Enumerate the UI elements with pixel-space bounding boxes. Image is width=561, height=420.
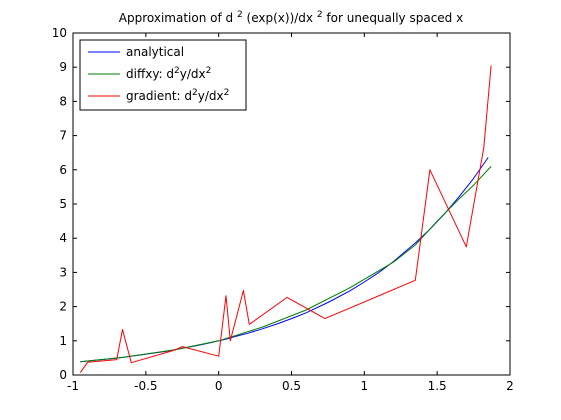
y-tick-label: 2: [59, 300, 67, 314]
y-tick-label: 1: [59, 334, 67, 348]
y-tick-label: 3: [59, 265, 67, 279]
legend-label-part: diffxy: d: [126, 67, 174, 81]
x-tick-label: 0: [215, 379, 223, 393]
legend-label-sup: 2: [224, 88, 230, 98]
x-tick-label: 1: [361, 379, 369, 393]
title-suffix: for unequally spaced x: [326, 11, 463, 25]
legend-label: analytical: [126, 45, 184, 59]
legend-label: diffxy: d2y/dx2: [126, 66, 211, 81]
title-superscript: 2: [317, 10, 323, 20]
y-tick-label: 5: [59, 197, 67, 211]
title-middle: (exp(x))/dx: [247, 11, 313, 25]
y-tick-label: 8: [59, 94, 67, 108]
legend-label-part: y/dx: [180, 67, 206, 81]
title-prefix: Approximation of d: [119, 11, 233, 25]
y-tick-label: 6: [59, 163, 67, 177]
legend-label: gradient: d2y/dx2: [126, 88, 229, 103]
y-tick-label: 7: [59, 129, 67, 143]
legend-label-sup: 2: [206, 66, 212, 76]
legend-label-part: y/dx: [198, 89, 224, 103]
x-tick-label: -1: [67, 379, 79, 393]
legend-label-part: gradient: d: [126, 89, 192, 103]
x-tick-label: 2: [506, 379, 514, 393]
y-tick-label: 10: [52, 26, 67, 40]
y-tick-label: 4: [59, 231, 67, 245]
y-tick-label: 0: [59, 368, 67, 382]
x-tick-label: -0.5: [134, 379, 157, 393]
title-superscript: 2: [237, 10, 243, 20]
x-tick-label: 1.5: [428, 379, 447, 393]
y-tick-label: 9: [59, 60, 67, 74]
x-tick-label: 0.5: [282, 379, 301, 393]
